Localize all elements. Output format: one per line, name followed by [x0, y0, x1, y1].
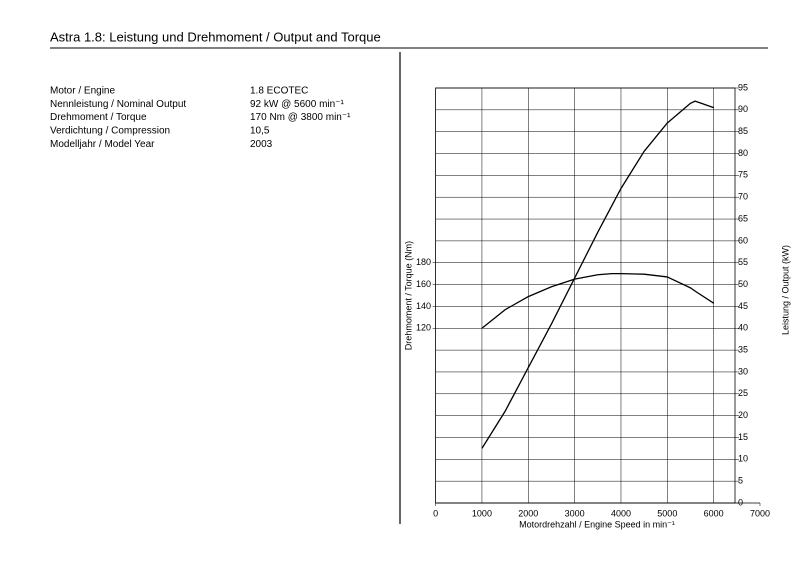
- x-tick-label: 6000: [704, 508, 724, 518]
- y2-tick-label: 95: [738, 82, 748, 92]
- y2-tick-label: 5: [738, 476, 743, 486]
- plot-frame: [435, 87, 736, 504]
- spec-value: 1.8 ECOTEC: [250, 86, 308, 97]
- y-axis-title: Drehmoment / Torque (Nm): [403, 241, 413, 350]
- spec-label: Modelljahr / Model Year: [50, 139, 155, 150]
- spec-label: Motor / Engine: [50, 86, 115, 97]
- y2-tick-label: 90: [738, 104, 748, 114]
- x-tick-label: 0: [433, 508, 438, 518]
- x-tick-label: 7000: [750, 508, 770, 518]
- spec-value: 92 kW @ 5600 min⁻¹: [250, 99, 344, 110]
- y2-axis-title: Leistung / Output (kW): [780, 245, 790, 335]
- spec-value: 10,5: [250, 126, 270, 137]
- x-tick-label: 2000: [518, 508, 538, 518]
- y2-tick-label: 85: [738, 126, 748, 136]
- y2-tick-label: 45: [738, 301, 748, 311]
- y2-tick-label: 15: [738, 432, 748, 442]
- x-axis-title: Motordrehzahl / Engine Speed in min⁻¹: [519, 519, 675, 529]
- y-tick-label: 120: [416, 323, 431, 333]
- spec-table: Motor / Engine 1.8 ECOTEC Nennleistung / N…: [50, 86, 351, 150]
- spec-value: 170 Nm @ 3800 min⁻¹: [250, 112, 351, 123]
- y2-tick-label: 70: [738, 192, 748, 202]
- y2-tick-label: 60: [738, 235, 748, 245]
- y2-tick-label: 10: [738, 454, 748, 464]
- y2-tick-label: 35: [738, 344, 748, 354]
- data-line: [481, 100, 714, 449]
- chart: 0 1000 2000 3000 4000 5000 6000 7000 0 5 10 15 20 25 3…: [403, 82, 790, 529]
- spec-value: 2003: [250, 139, 273, 150]
- x-tick-label: 1000: [472, 508, 492, 518]
- spec-label: Nennleistung / Nominal Output: [50, 99, 186, 110]
- spec-label: Verdichtung / Compression: [50, 126, 170, 137]
- x-tick-label: 3000: [565, 508, 585, 518]
- y2-tick-label: 75: [738, 170, 748, 180]
- page-title: Astra 1.8: Leistung und Drehmoment / Out…: [50, 29, 381, 44]
- data-line: [481, 273, 715, 329]
- y2-tick-label: 40: [738, 323, 748, 333]
- y-tick-label: 140: [416, 301, 431, 311]
- x-tick-label: 4000: [611, 508, 631, 518]
- y-tick-label: 180: [416, 257, 431, 267]
- y2-tick-label: 25: [738, 388, 748, 398]
- y2-tick-label: 80: [738, 148, 748, 158]
- y2-tick-label: 30: [738, 366, 748, 376]
- y-tick-label: 160: [416, 279, 431, 289]
- spec-label: Drehmoment / Torque: [50, 112, 147, 123]
- y2-tick-label: 65: [738, 213, 748, 223]
- y2-tick-label: 55: [738, 257, 748, 267]
- y2-tick-label: 50: [738, 279, 748, 289]
- x-tick-label: 5000: [657, 508, 677, 518]
- y2-tick-label: 0: [738, 497, 743, 507]
- y2-tick-label: 20: [738, 410, 748, 420]
